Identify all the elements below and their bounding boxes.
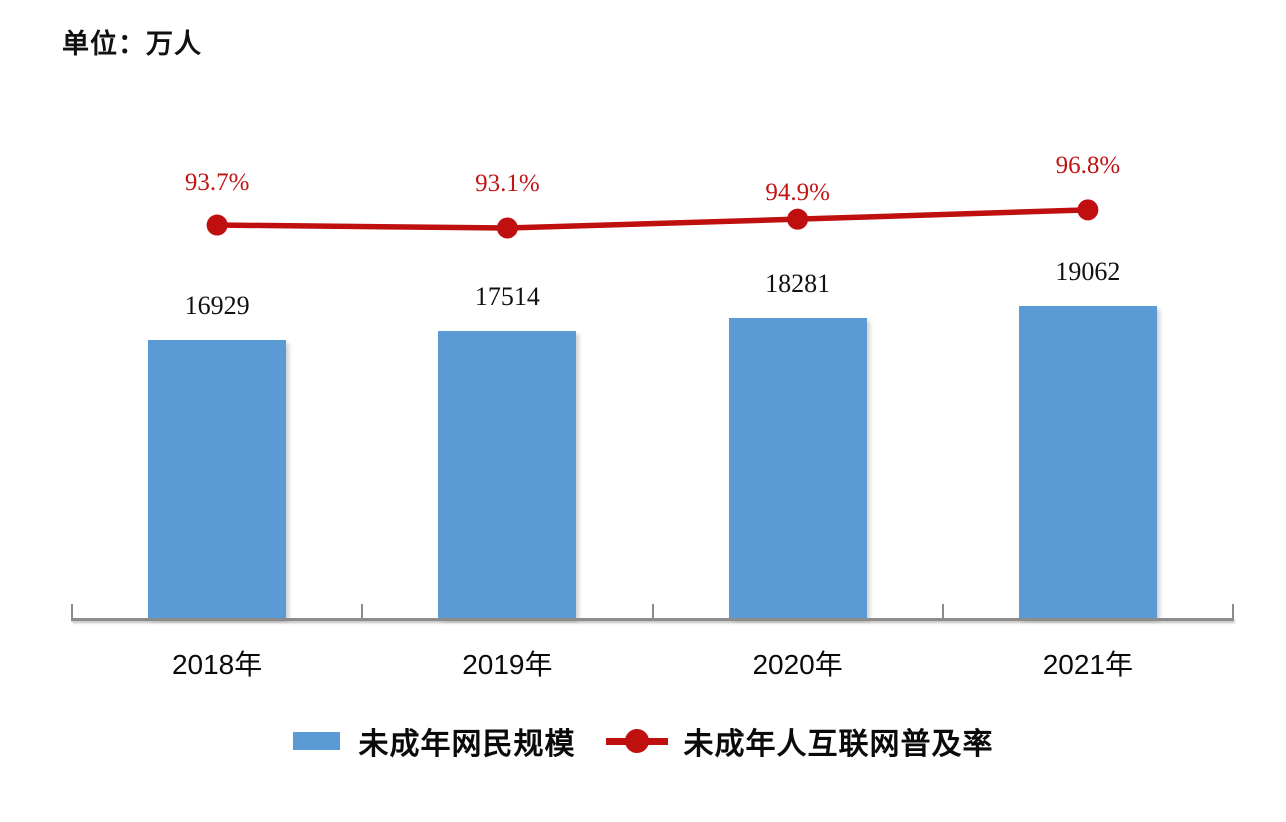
- bar-value-label: 17514: [474, 281, 540, 311]
- x-axis-tick: [651, 604, 654, 618]
- bar-2018年: [148, 340, 287, 618]
- x-axis-tick: [361, 604, 364, 618]
- legend-bar-series-label: 未成年网民规模: [358, 728, 576, 761]
- x-axis-tick: [1232, 604, 1234, 618]
- x-axis-label: 2020年: [752, 649, 843, 680]
- x-axis-line: [71, 618, 1234, 621]
- legend: 未成年网民规模 未成年人互联网普及率: [0, 719, 1286, 763]
- line-value-label: 94.9%: [765, 179, 830, 207]
- x-axis-label: 2019年: [462, 649, 553, 680]
- bar-2021年: [1018, 305, 1157, 618]
- line-marker: [1077, 199, 1099, 221]
- bar-2020年: [728, 318, 867, 618]
- line-value-label: 96.8%: [1055, 151, 1121, 179]
- bar-value-label: 18281: [765, 269, 831, 299]
- x-axis-label: 2018年: [171, 649, 263, 680]
- legend-line-marker-icon: [624, 729, 649, 753]
- bar-2019年: [438, 330, 577, 618]
- legend-line-swatch-icon: [605, 729, 668, 753]
- legend-bar-swatch-icon: [292, 732, 340, 750]
- bar-value-label: 19062: [1055, 256, 1121, 286]
- bar-value-label: 16929: [184, 291, 250, 321]
- x-axis-tick: [71, 604, 73, 618]
- unit-label: 单位：万人: [62, 29, 202, 59]
- line-marker: [496, 217, 518, 239]
- line-series: [217, 207, 1088, 231]
- legend-line-series-label: 未成年人互联网普及率: [683, 728, 994, 761]
- line-value-label: 93.1%: [475, 170, 540, 197]
- line-marker: [787, 208, 809, 230]
- x-axis-label: 2021年: [1042, 649, 1134, 680]
- line-marker: [206, 214, 228, 236]
- x-axis-tick: [941, 604, 944, 618]
- line-value-label: 93.7%: [184, 169, 250, 197]
